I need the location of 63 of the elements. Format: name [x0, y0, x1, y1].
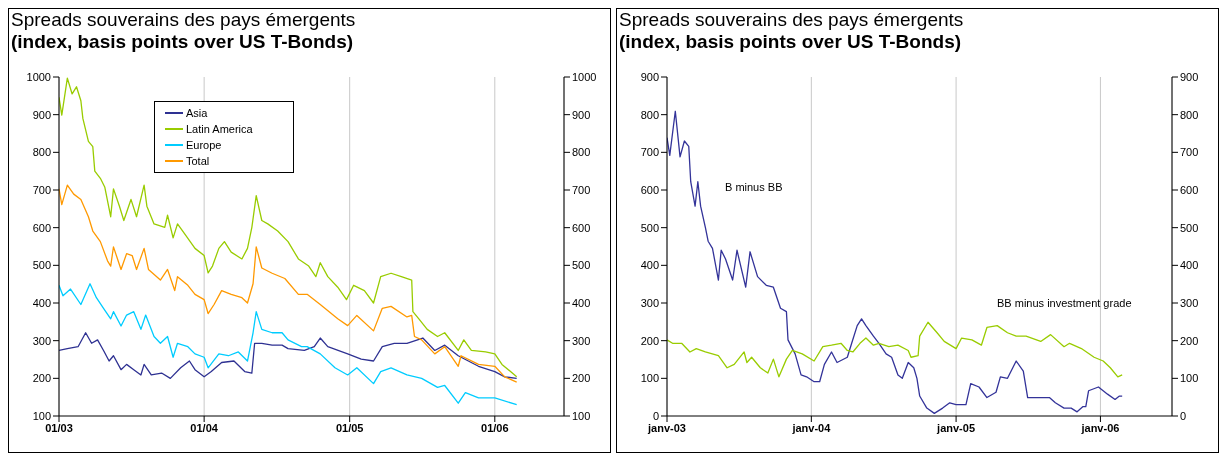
x-tick-label: 01/06 [481, 421, 509, 434]
y2-tick-label: 100 [572, 409, 591, 422]
y2-tick-label: 600 [1180, 183, 1199, 196]
y-tick-label: 900 [640, 70, 659, 83]
line-series [59, 184, 518, 383]
y2-tick-label: 900 [1180, 70, 1199, 83]
y2-tick-label: 700 [572, 183, 591, 196]
y-tick-label: 1000 [26, 70, 51, 83]
y-tick-label: 800 [32, 146, 51, 159]
y2-tick-label: 200 [572, 372, 591, 385]
y-tick-label: 500 [32, 259, 51, 272]
chart-title: Spreads souverains des pays émergents [10, 9, 357, 31]
y2-tick-label: 800 [1180, 108, 1199, 121]
y2-tick-label: 400 [1180, 259, 1199, 272]
x-tick-label: janv-06 [1080, 421, 1120, 434]
y-tick-label: 600 [640, 183, 659, 196]
y-tick-label: 700 [640, 146, 659, 159]
y2-tick-label: 300 [1180, 296, 1199, 309]
y-tick-label: 100 [640, 372, 659, 385]
y2-tick-label: 500 [1180, 221, 1199, 234]
line-series [667, 321, 1123, 378]
y2-tick-label: 1000 [572, 70, 597, 83]
y2-tick-label: 700 [1180, 146, 1199, 159]
y-tick-label: 400 [640, 259, 659, 272]
legend-label: Asia [186, 107, 208, 119]
x-tick-label: 01/04 [190, 421, 219, 434]
x-tick-label: 01/05 [335, 421, 364, 434]
x-tick-label: janv-04 [791, 421, 832, 434]
y-tick-label: 200 [640, 334, 659, 347]
y2-tick-label: 800 [572, 146, 591, 159]
y2-tick-label: 0 [1180, 409, 1187, 422]
y2-tick-label: 500 [572, 259, 591, 272]
y2-tick-label: 300 [572, 334, 591, 347]
chart-subtitle: (index, basis points over US T-Bonds) [618, 31, 963, 53]
chart-title: Spreads souverains des pays émergents [618, 9, 965, 31]
legend-label: Latin America [186, 123, 253, 135]
y2-tick-label: 400 [572, 296, 591, 309]
x-tick-label: janv-03 [647, 421, 686, 434]
line-series [59, 283, 518, 406]
y2-tick-label: 100 [1180, 372, 1199, 385]
y-tick-label: 300 [640, 296, 659, 309]
y-tick-label: 400 [32, 296, 51, 309]
y-tick-label: 300 [32, 334, 51, 347]
chart-subtitle: (index, basis points over US T-Bonds) [10, 31, 355, 53]
y-tick-label: 100 [32, 409, 51, 422]
y-tick-label: 700 [32, 183, 51, 196]
y-tick-label: 0 [652, 409, 659, 422]
x-tick-label: janv-05 [936, 421, 976, 434]
legend-label: Europe [186, 139, 222, 151]
y2-tick-label: 900 [572, 108, 591, 121]
y-tick-label: 600 [32, 221, 51, 234]
y2-tick-label: 600 [572, 221, 591, 234]
legend-label: Total [186, 155, 210, 167]
y-tick-label: 800 [640, 108, 659, 121]
text: B minus BB [725, 181, 783, 193]
line-series [59, 77, 518, 378]
y-tick-label: 500 [640, 221, 659, 234]
y-tick-label: 900 [32, 108, 51, 121]
y2-tick-label: 200 [1180, 334, 1199, 347]
y-tick-label: 200 [32, 372, 51, 385]
line-series [59, 332, 518, 379]
series-label: BB minus investment grade [997, 297, 1132, 309]
x-tick-label: 01/03 [45, 421, 73, 434]
